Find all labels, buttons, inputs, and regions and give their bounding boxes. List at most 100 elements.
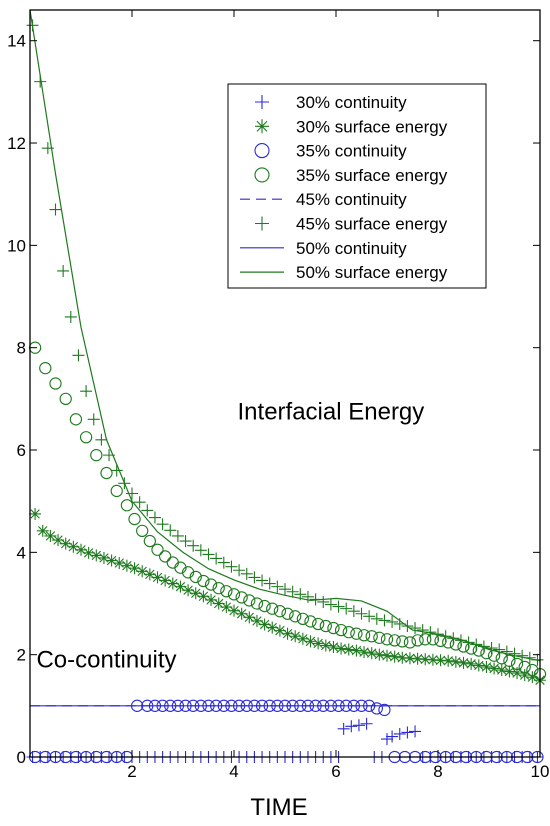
- data-point: [360, 717, 373, 730]
- data-point: [342, 626, 355, 639]
- data-point: [225, 699, 238, 712]
- data-point: [143, 534, 156, 548]
- axis-ticks: 2 4 6 8 10 0 2 4 6 8 10 12 14: [7, 10, 549, 781]
- data-point: [41, 142, 54, 155]
- data-point: [454, 634, 467, 647]
- data-point: [309, 699, 322, 712]
- data-point: [411, 652, 424, 665]
- data-point: [225, 560, 238, 573]
- data-point: [480, 660, 493, 673]
- data-point: [179, 535, 192, 548]
- data-point: [294, 588, 307, 601]
- data-point: [217, 699, 230, 712]
- data-point: [164, 524, 177, 537]
- data-point: [424, 626, 437, 639]
- data-point: [209, 699, 223, 712]
- x-axis-title: TIME: [250, 794, 307, 821]
- data-point: [396, 635, 409, 648]
- data-point: [189, 587, 202, 600]
- x-tick-label: 2: [127, 762, 136, 781]
- y-tick-label: 4: [17, 543, 26, 562]
- data-point: [327, 621, 340, 635]
- data-point: [217, 556, 230, 569]
- data-point: [166, 577, 179, 590]
- data-point: [79, 431, 93, 444]
- data-point: [409, 725, 422, 738]
- data-point: [352, 719, 365, 732]
- data-point: [143, 568, 156, 581]
- data-point: [228, 604, 240, 617]
- data-point: [26, 19, 39, 32]
- data-point: [243, 594, 256, 607]
- data-point: [526, 671, 539, 684]
- data-point: [156, 699, 169, 712]
- y-tick-label: 8: [17, 339, 26, 358]
- legend-item: 50% continuity: [240, 239, 407, 258]
- data-point: [52, 534, 65, 547]
- data-point: [355, 699, 368, 712]
- data-point: [508, 647, 521, 660]
- data-point: [151, 543, 164, 556]
- data-point: [210, 552, 223, 565]
- data-point: [36, 524, 49, 537]
- data-point: [34, 75, 47, 88]
- data-point: [69, 413, 83, 426]
- legend-item: 35% surface energy: [254, 166, 448, 185]
- data-point: [500, 645, 513, 658]
- data-point: [258, 618, 271, 631]
- data-point: [95, 433, 108, 446]
- data-point: [365, 630, 378, 643]
- data-point: [388, 634, 401, 647]
- data-point: [59, 537, 72, 550]
- data-point: [255, 699, 269, 712]
- data-point: [396, 651, 409, 664]
- data-point: [319, 619, 332, 633]
- data-point: [370, 702, 383, 715]
- data-point: [442, 654, 455, 667]
- data-point: [347, 605, 360, 618]
- data-point: [64, 310, 77, 323]
- data-point: [317, 699, 330, 712]
- data-point: [194, 699, 207, 712]
- data-point: [281, 607, 294, 620]
- data-point: [304, 615, 317, 628]
- data-point: [194, 544, 207, 557]
- data-point: [511, 667, 524, 680]
- data-point: [273, 624, 286, 637]
- data-point: [202, 548, 215, 561]
- data-point: [289, 630, 302, 643]
- data-point: [133, 496, 146, 509]
- data-point: [105, 554, 118, 567]
- annotation-interfacial-energy: Interfacial Energy: [238, 398, 425, 425]
- data-point: [148, 511, 161, 524]
- data-point: [345, 720, 358, 733]
- data-point: [495, 652, 508, 665]
- y-tick-label: 2: [17, 646, 26, 665]
- data-point: [204, 578, 218, 591]
- data-point: [273, 605, 287, 618]
- data-point: [205, 593, 218, 606]
- data-point: [87, 413, 100, 426]
- data-point: [67, 540, 80, 553]
- data-point: [503, 665, 516, 678]
- data-point: [141, 699, 154, 712]
- legend-swatch: [254, 167, 270, 183]
- data-point: [235, 607, 248, 620]
- data-point: [250, 597, 264, 610]
- data-point: [388, 650, 401, 663]
- data-point: [355, 607, 368, 620]
- data-point: [393, 727, 406, 740]
- data-point: [258, 599, 271, 613]
- data-point: [164, 699, 177, 712]
- data-point: [266, 621, 279, 634]
- data-point: [312, 637, 325, 650]
- data-point: [373, 648, 386, 661]
- data-point: [151, 571, 164, 584]
- data-point: [403, 636, 417, 649]
- data-point: [182, 584, 195, 597]
- data-point: [357, 629, 371, 642]
- data-point: [171, 529, 184, 542]
- legend-item: 35% continuity: [254, 142, 407, 161]
- data-point: [426, 653, 439, 666]
- data-point: [29, 507, 42, 520]
